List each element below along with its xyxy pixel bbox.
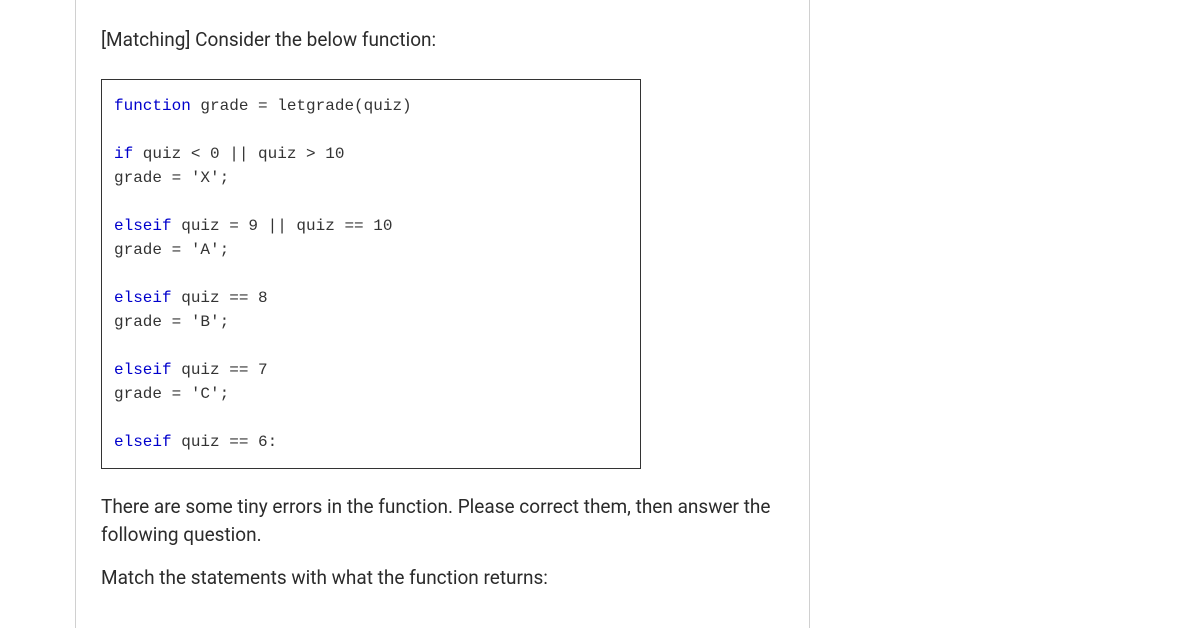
question-body-1: There are some tiny errors in the functi…	[101, 493, 784, 548]
question-container: [Matching] Consider the below function: …	[75, 0, 810, 628]
code-block: function grade = letgrade(quiz) if quiz …	[101, 79, 641, 469]
question-title: [Matching] Consider the below function:	[101, 28, 784, 51]
